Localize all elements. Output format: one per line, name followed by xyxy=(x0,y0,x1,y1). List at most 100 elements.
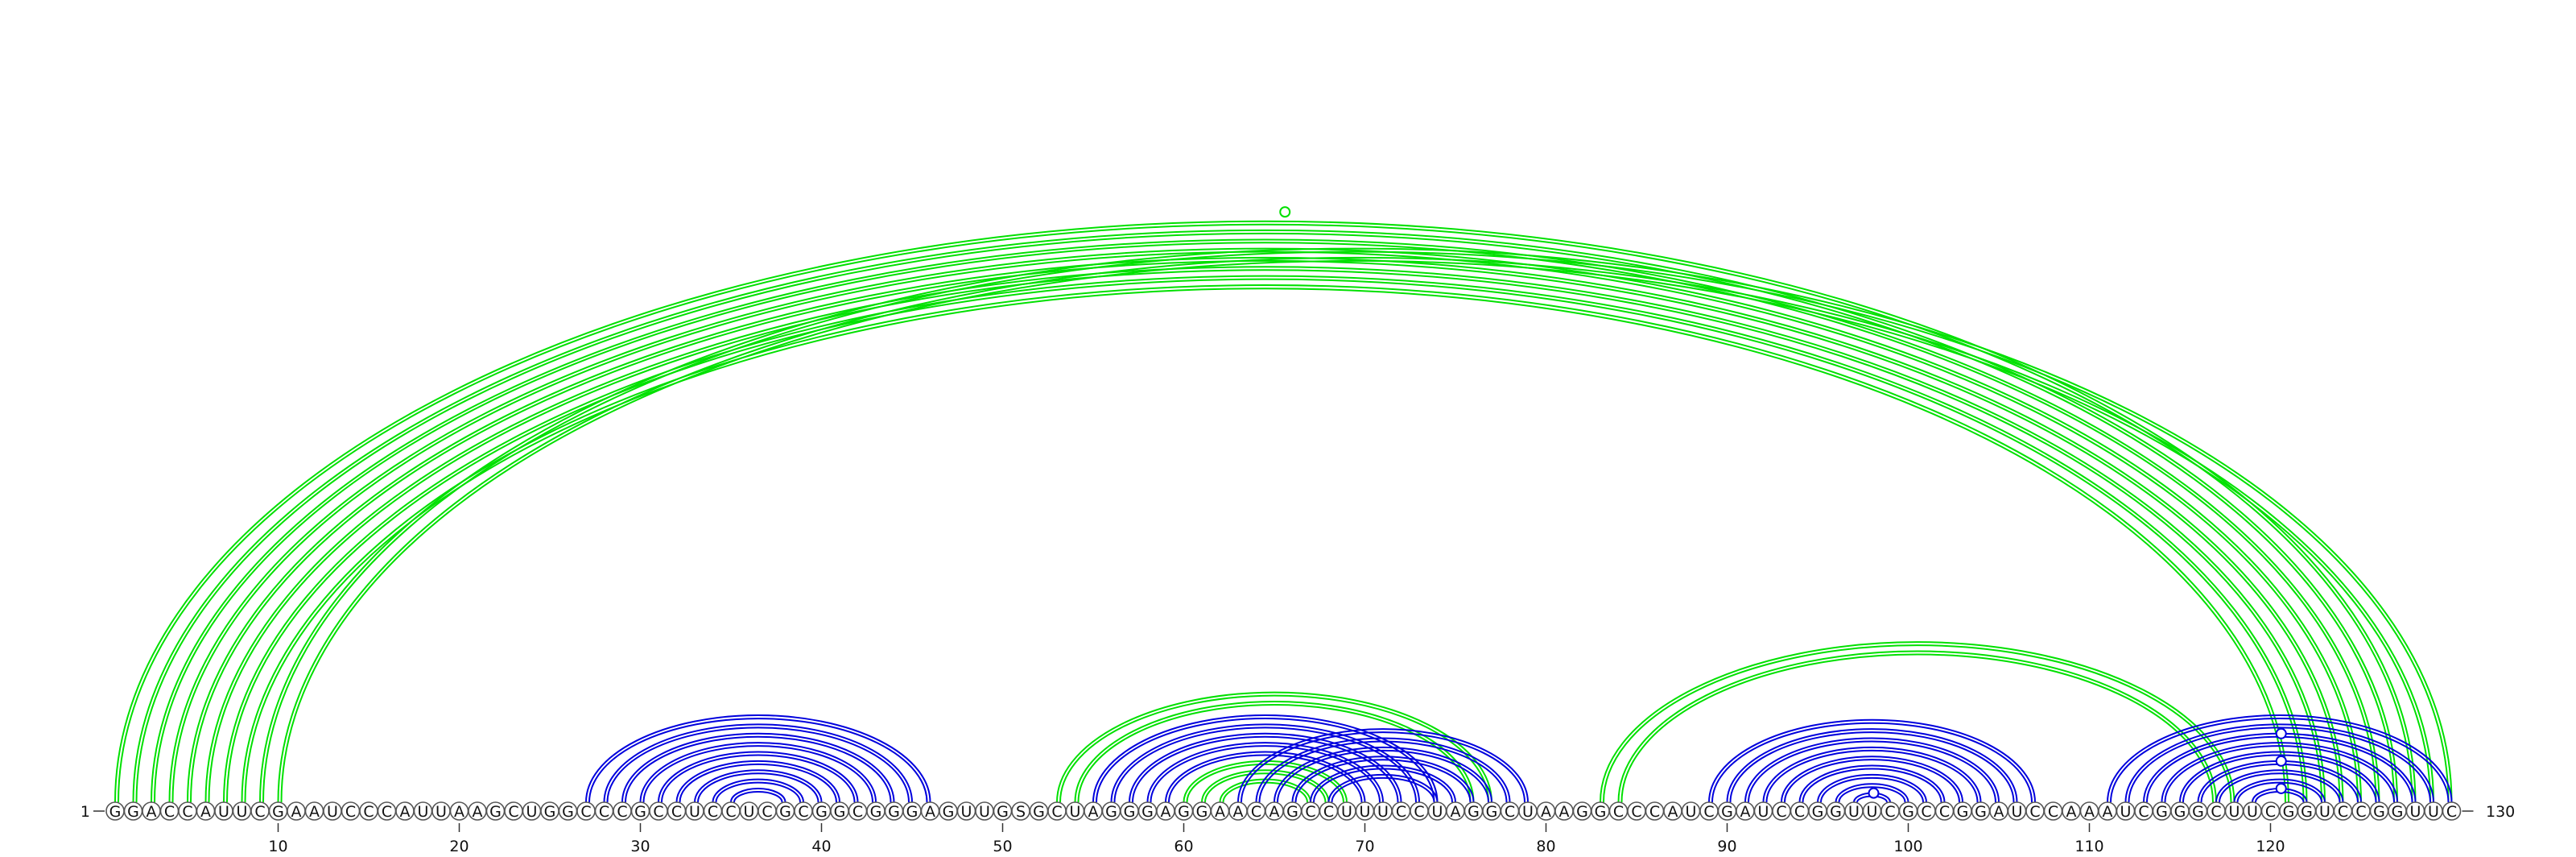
nucleotide-letter: U xyxy=(2012,803,2023,821)
base-pair-arc xyxy=(1132,735,1399,803)
nucleotide-letter: U xyxy=(689,803,700,821)
nucleotide: U xyxy=(1844,801,1864,821)
nucleotide-letter: G xyxy=(888,803,900,821)
nucleotide: U xyxy=(685,801,704,821)
nucleotide: U xyxy=(1518,801,1538,821)
nucleotide: C xyxy=(1880,801,1900,821)
nucleotide-letter: C xyxy=(508,803,518,821)
nucleotide: G xyxy=(558,801,578,821)
base-pair-arc xyxy=(1186,763,1344,803)
arc-apex-marker xyxy=(1868,787,1880,799)
axis-tick-label: 80 xyxy=(1536,838,1555,855)
nucleotide-letter: G xyxy=(1975,803,1987,821)
nucleotide: A xyxy=(1228,801,1248,821)
base-pair-arc xyxy=(1835,783,1909,803)
nucleotide: C xyxy=(1645,801,1665,821)
nucleotide-letter: A xyxy=(147,803,157,821)
nucleotide: A xyxy=(1736,801,1755,821)
nucleotide: A xyxy=(1446,801,1465,821)
nucleotide: C xyxy=(1627,801,1646,821)
axis-tick-label: 100 xyxy=(1893,838,1922,855)
nucleotide-letter: G xyxy=(1486,803,1498,821)
nucleotide-letter: U xyxy=(1432,803,1443,821)
nucleotide-letter: A xyxy=(1994,803,2004,821)
nucleotide: C xyxy=(721,801,741,821)
base-pair-arc xyxy=(132,229,2398,803)
nucleotide-letter: G xyxy=(997,803,1009,821)
base-pair-arc xyxy=(1294,759,1472,803)
nucleotide-letter: C xyxy=(363,803,374,821)
nucleotide-letter: G xyxy=(2283,803,2295,821)
base-pair-arc xyxy=(1255,737,1511,803)
nucleotide: G xyxy=(830,801,849,821)
nucleotide-letter: C xyxy=(2446,803,2457,821)
nucleotide: C xyxy=(1934,801,1955,821)
nucleotide: U xyxy=(1355,801,1375,821)
nucleotide-letter: C xyxy=(2029,803,2040,821)
nucleotide: C xyxy=(1319,801,1339,821)
nucleotide: U xyxy=(2243,801,2262,821)
nucleotide: G xyxy=(1717,801,1737,821)
nucleotide-letter: U xyxy=(1070,803,1081,821)
nucleotide: G xyxy=(105,801,125,821)
base-pair-arc xyxy=(2215,769,2344,803)
nucleotide: C xyxy=(667,801,687,821)
base-pair-arc xyxy=(262,250,2450,803)
base-pair-arc xyxy=(1056,691,1492,803)
nucleotide-letter: U xyxy=(327,803,338,821)
nucleotide: A xyxy=(2062,801,2081,821)
base-pair-arc xyxy=(715,781,801,803)
nucleotide: U xyxy=(1337,801,1356,821)
nucleotide: U xyxy=(2007,801,2027,821)
nucleotide: A xyxy=(449,801,469,821)
base-pair-arc xyxy=(135,232,2395,803)
nucleotide-letter: U xyxy=(1867,803,1878,821)
base-pair-arc xyxy=(1327,773,1439,803)
axis-tick-label: 50 xyxy=(993,838,1012,855)
nucleotide: G xyxy=(2152,801,2172,821)
nucleotide: C xyxy=(649,801,668,821)
nucleotide-letter: G xyxy=(1812,803,1824,821)
nucleotide: A xyxy=(1989,801,2008,821)
nucleotide: U xyxy=(2315,801,2334,821)
nucleotide-letter: A xyxy=(1088,803,1099,821)
nucleotide-letter: C xyxy=(1649,803,1660,821)
nucleotide: U xyxy=(1065,801,1085,821)
nucleotide: A xyxy=(468,801,487,821)
nucleotide: C xyxy=(2351,801,2371,821)
base-pair-arc xyxy=(2164,745,2395,803)
nucleotide-letter: U xyxy=(961,803,972,821)
nucleotide-letter: G xyxy=(2373,803,2385,821)
nucleotide: C xyxy=(178,801,197,821)
nucleotide-letter: C xyxy=(2048,803,2058,821)
position-axis: 10 20 30 40 50 60 70 80 90 100 110 120 xyxy=(268,823,2285,855)
base-pair-arc xyxy=(2236,781,2322,803)
nucleotide-letter: U xyxy=(218,803,229,821)
nucleotide-letter: A xyxy=(1740,803,1751,821)
nucleotide-letter: A xyxy=(1269,803,1280,821)
nucleotide: G xyxy=(902,801,922,821)
nucleotide: C xyxy=(2333,801,2353,821)
nucleotide: U xyxy=(413,801,433,821)
base-pair-arc xyxy=(1277,749,1489,803)
nucleotide-letter: U xyxy=(237,803,248,821)
nucleotide-letter: U xyxy=(979,803,990,821)
nucleotide-letter: A xyxy=(309,803,320,821)
nucleotide-letter: A xyxy=(2066,803,2077,821)
nucleotide-letter: U xyxy=(1522,803,1534,821)
nucleotide: C xyxy=(1500,801,1520,821)
nucleotide: U xyxy=(2405,801,2425,821)
base-pair-arc xyxy=(244,288,2286,803)
base-pair-arc xyxy=(1711,722,2033,803)
nucleotide-letter: A xyxy=(400,803,411,821)
nucleotide: G xyxy=(811,801,832,821)
nucleotide: C xyxy=(504,801,523,821)
nucleotide: G xyxy=(1463,801,1484,821)
nucleotide: C xyxy=(1246,801,1266,821)
nucleotide-letter: C xyxy=(580,803,591,821)
base-pair-arc xyxy=(204,266,2326,803)
base-pair-arc xyxy=(2110,718,2450,803)
arc-apex-marker xyxy=(2275,727,2287,739)
nucleotide-letter: G xyxy=(1576,803,1588,821)
